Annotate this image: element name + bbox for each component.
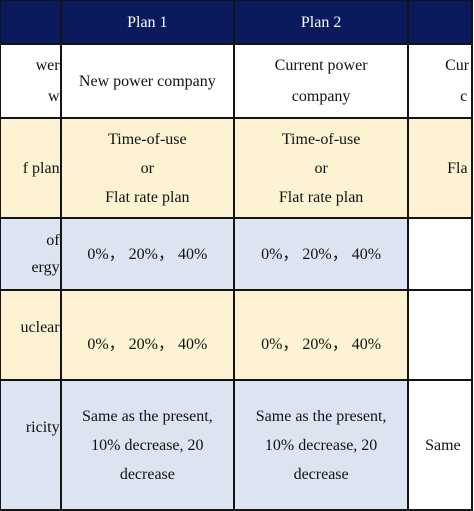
- plan3-electricity-cell: Same: [407, 379, 473, 511]
- row-label-plan: f plan: [0, 117, 62, 219]
- header-plan-3: [407, 0, 473, 45]
- table-row-company: wer w New power company Current power co…: [0, 43, 473, 119]
- plan1-company-cell: New power company: [59, 43, 236, 119]
- cell-line: Flat rate plan: [278, 188, 364, 206]
- table-row-nuclear: uclear 0%， 20%， 40% 0%， 20%， 40%: [0, 289, 473, 381]
- header-criteria-cell: [0, 0, 62, 45]
- cell-line: Fla: [447, 159, 468, 177]
- cell-line: 0%， 20%， 40%: [87, 245, 208, 263]
- plan1-electricity-cell: Same as the present, 10% decrease, 20 de…: [59, 379, 236, 511]
- cell-line: Same as the present,: [255, 407, 387, 425]
- plan1-renewable-cell: 0%， 20%， 40%: [59, 217, 236, 291]
- cell-line: Cur: [445, 57, 470, 74]
- row-label-line: uclear: [20, 318, 60, 336]
- cell-line: Time-of-use: [281, 130, 361, 148]
- row-label-nuclear: uclear: [0, 289, 62, 381]
- plan2-plan-cell: Time-of-use or Flat rate plan: [233, 117, 410, 219]
- plan3-company-cell: Cur c: [407, 43, 473, 119]
- plan1-nuclear-cell: 0%， 20%， 40%: [59, 289, 236, 381]
- table-row-plan: f plan Time-of-use or Flat rate plan Tim…: [0, 117, 473, 219]
- cell-line: c: [460, 88, 468, 105]
- cell-line: 0%， 20%， 40%: [261, 245, 382, 263]
- row-label-electricity: ricity: [0, 379, 62, 511]
- table-row-electricity: ricity Same as the present, 10% decrease…: [0, 379, 473, 511]
- row-label-line: w: [48, 88, 60, 105]
- row-label-line: wer: [35, 57, 60, 74]
- cell-line: Same: [425, 436, 461, 454]
- plan2-electricity-cell: Same as the present, 10% decrease, 20 de…: [233, 379, 410, 511]
- plan2-company-cell: Current power company: [233, 43, 410, 119]
- cell-line: company: [291, 88, 351, 105]
- plan2-renewable-cell: 0%， 20%， 40%: [233, 217, 410, 291]
- cell-line: Current power: [274, 57, 368, 74]
- plan2-nuclear-cell: 0%， 20%， 40%: [233, 289, 410, 381]
- cell-line: or: [140, 159, 154, 177]
- plan3-nuclear-cell: [407, 289, 473, 381]
- header-plan-1: Plan 1: [59, 0, 236, 45]
- plan3-plan-cell: Fla: [407, 117, 473, 219]
- row-label-line: ricity: [25, 418, 60, 436]
- header-row: Plan 1 Plan 2: [0, 0, 473, 45]
- table-row-renewable: of ergy 0%， 20%， 40% 0%， 20%， 40%: [0, 217, 473, 291]
- cell-line: or: [314, 159, 328, 177]
- cell-line: 10% decrease, 20: [264, 436, 378, 454]
- row-label-line: f plan: [22, 159, 60, 177]
- cell-line: Same as the present,: [82, 407, 213, 425]
- cell-line: New power company: [78, 72, 216, 90]
- row-label-company: wer w: [0, 43, 62, 119]
- cell-line: Time-of-use: [108, 130, 187, 148]
- cell-line: Flat rate plan: [105, 188, 190, 206]
- row-label-line: of: [46, 232, 60, 249]
- cell-line: 0%， 20%， 40%: [87, 335, 208, 353]
- row-label-renewable: of ergy: [0, 217, 62, 291]
- cell-line: 0%， 20%， 40%: [261, 335, 382, 353]
- header-plan-2: Plan 2: [233, 0, 410, 45]
- cell-line: decrease: [119, 465, 175, 483]
- plan3-renewable-cell: [407, 217, 473, 291]
- row-label-line: ergy: [31, 259, 60, 276]
- cell-line: 10% decrease, 20: [91, 436, 204, 454]
- cell-line: decrease: [293, 465, 349, 483]
- plan1-plan-cell: Time-of-use or Flat rate plan: [59, 117, 236, 219]
